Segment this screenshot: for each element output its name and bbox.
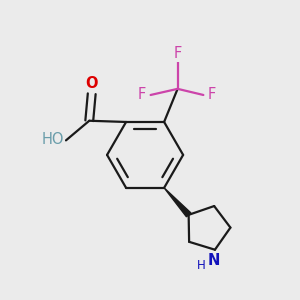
- Text: F: F: [173, 46, 182, 61]
- Text: H: H: [197, 259, 206, 272]
- Text: F: F: [138, 88, 146, 103]
- Polygon shape: [164, 188, 191, 217]
- Text: O: O: [85, 76, 98, 91]
- Text: F: F: [208, 88, 216, 103]
- Text: HO: HO: [41, 132, 64, 147]
- Text: N: N: [208, 253, 220, 268]
